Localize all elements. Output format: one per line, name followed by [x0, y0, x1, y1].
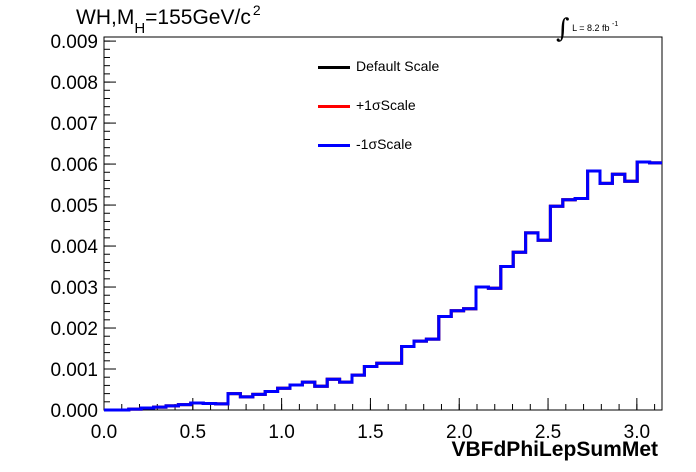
legend-item-plus1sigma: +1σScale [318, 97, 468, 136]
series-line-2 [104, 160, 662, 412]
legend-label-plus1sigma: +1σScale [356, 97, 416, 113]
legend-item-default: Default Scale [318, 58, 468, 97]
y-tick-label: 0.007 [50, 114, 98, 135]
y-tick-label: 0.009 [50, 32, 98, 53]
series-layer [104, 160, 662, 412]
x-axis-label: VBFdPhiLepSumMet [451, 438, 658, 461]
legend-swatch-plus1sigma [318, 105, 350, 108]
luminosity-text: L = 8.2 fb [572, 23, 610, 33]
y-axis: 0.000 0.001 0.002 0.003 0.004 0.005 0.006 0.007… [50, 32, 116, 422]
x-tick-label: 2.0 [446, 422, 472, 443]
luminosity-unit-exponent: -1 [612, 21, 619, 28]
legend: Default Scale +1σScale -1σScale [318, 58, 468, 175]
x-tick-label: 0.5 [180, 422, 206, 443]
title-subscript: H [134, 20, 146, 37]
title-main: WH,M [76, 6, 135, 29]
integral-sign: ∫ [556, 14, 570, 44]
x-tick-label: 1.5 [357, 422, 383, 443]
y-tick-label: 0.008 [50, 73, 98, 94]
y-tick-label: 0.001 [50, 360, 98, 381]
x-axis: 0.0 0.5 1.0 1.5 2.0 2.5 3.0 [91, 398, 656, 443]
y-tick-label: 0.002 [50, 319, 98, 340]
y-tick-label: 0.003 [50, 278, 98, 299]
x-tick-label: 2.5 [535, 422, 561, 443]
x-tick-label: 0.0 [91, 422, 117, 443]
luminosity-label: ∫ L = 8.2 fb -1 [556, 8, 619, 44]
legend-swatch-minus1sigma [318, 144, 350, 147]
x-tick-label: 3.0 [624, 422, 650, 443]
legend-swatch-default [318, 66, 350, 69]
y-tick-label: 0.005 [50, 196, 98, 217]
legend-item-minus1sigma: -1σScale [318, 136, 468, 175]
plot-title: WH,MH=155GeV/c 2 [76, 2, 261, 37]
legend-label-minus1sigma: -1σScale [356, 136, 413, 152]
legend-label-default: Default Scale [356, 58, 440, 74]
title-rest: =155GeV/c [145, 6, 251, 29]
x-tick-label: 1.0 [268, 422, 294, 443]
y-tick-label: 0.000 [50, 401, 98, 422]
plot-frame [103, 36, 663, 411]
y-tick-label: 0.006 [50, 155, 98, 176]
title-superscript: 2 [252, 2, 261, 18]
y-tick-label: 0.004 [50, 237, 98, 258]
